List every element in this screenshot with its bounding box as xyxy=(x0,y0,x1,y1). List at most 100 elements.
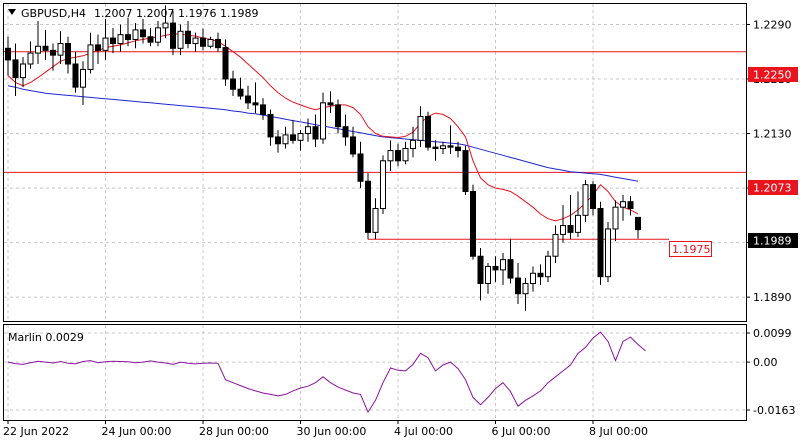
candle[interactable] xyxy=(477,248,484,301)
candle[interactable] xyxy=(192,32,199,52)
candle[interactable] xyxy=(522,278,529,311)
candle[interactable] xyxy=(515,263,521,304)
candle[interactable] xyxy=(627,196,634,216)
candle[interactable] xyxy=(335,99,341,134)
candle-body-bear xyxy=(447,145,454,148)
candlesticks[interactable] xyxy=(5,5,641,311)
candle[interactable] xyxy=(582,179,589,223)
candle[interactable] xyxy=(252,82,259,114)
candle[interactable] xyxy=(357,141,364,189)
candle[interactable] xyxy=(95,34,101,64)
candle[interactable] xyxy=(65,36,71,74)
candle[interactable] xyxy=(365,173,371,240)
candle[interactable] xyxy=(462,145,469,195)
candle[interactable] xyxy=(312,114,319,148)
candle[interactable] xyxy=(605,222,611,283)
candle[interactable] xyxy=(125,17,131,47)
candle[interactable] xyxy=(395,143,401,167)
candle[interactable] xyxy=(162,5,169,39)
candle[interactable] xyxy=(590,181,596,216)
candle[interactable] xyxy=(50,43,56,71)
candle[interactable] xyxy=(110,27,116,54)
candle[interactable] xyxy=(387,140,394,172)
candle[interactable] xyxy=(507,239,514,284)
candle-body-bear xyxy=(357,153,364,182)
candle[interactable] xyxy=(12,43,19,97)
candle[interactable] xyxy=(222,39,229,86)
candle[interactable] xyxy=(5,36,11,76)
candle[interactable] xyxy=(620,194,626,221)
candle[interactable] xyxy=(170,10,176,56)
level-badge-2250-text: 1.2250 xyxy=(753,69,792,82)
candle[interactable] xyxy=(635,216,641,239)
candle[interactable] xyxy=(470,184,476,260)
candle[interactable] xyxy=(177,24,184,56)
candle[interactable] xyxy=(80,61,86,105)
candle[interactable] xyxy=(27,41,34,69)
candle[interactable] xyxy=(102,18,109,60)
candle[interactable] xyxy=(185,21,191,49)
candle[interactable] xyxy=(207,36,214,49)
candle[interactable] xyxy=(72,51,79,93)
candle[interactable] xyxy=(20,57,26,88)
candle[interactable] xyxy=(87,32,94,74)
candle[interactable] xyxy=(327,91,334,114)
candle[interactable] xyxy=(320,92,326,144)
candle[interactable] xyxy=(455,141,461,158)
candle[interactable] xyxy=(350,126,356,158)
candle[interactable] xyxy=(267,109,274,146)
candle[interactable] xyxy=(35,21,41,64)
candle[interactable] xyxy=(230,70,236,97)
time-tick-label: 4 Jul 00:00 xyxy=(394,425,453,438)
candle[interactable] xyxy=(305,118,311,142)
price-tick-label: 1.2290 xyxy=(753,18,792,31)
candle[interactable] xyxy=(552,225,559,264)
candle[interactable] xyxy=(597,201,604,285)
candle[interactable] xyxy=(155,21,161,47)
candle[interactable] xyxy=(147,27,154,47)
candle[interactable] xyxy=(417,106,424,148)
candle[interactable] xyxy=(260,98,266,120)
level-label-1975[interactable]: 1.1975 xyxy=(669,241,712,257)
candle[interactable] xyxy=(432,140,439,161)
candle[interactable] xyxy=(440,141,446,154)
candle[interactable] xyxy=(132,23,139,49)
candle[interactable] xyxy=(297,130,304,151)
candle[interactable] xyxy=(575,191,581,238)
symbol-dropdown-icon[interactable] xyxy=(8,9,16,15)
candle[interactable] xyxy=(380,155,386,214)
candle[interactable] xyxy=(42,29,49,60)
candle[interactable] xyxy=(410,126,416,158)
candle[interactable] xyxy=(447,125,454,154)
candle[interactable] xyxy=(530,266,536,292)
candle-body-bear xyxy=(5,47,11,61)
candle-body-bull xyxy=(500,259,506,271)
candle-body-bear xyxy=(507,259,514,279)
candle[interactable] xyxy=(545,250,551,283)
candle[interactable] xyxy=(485,263,491,294)
candle[interactable] xyxy=(560,205,566,243)
candle[interactable] xyxy=(425,111,431,151)
candle[interactable] xyxy=(372,198,379,240)
indicator-panel-frame xyxy=(3,324,747,421)
candle[interactable] xyxy=(290,119,296,144)
candle[interactable] xyxy=(537,264,544,285)
candle[interactable] xyxy=(245,85,251,109)
candle[interactable] xyxy=(200,28,206,51)
candle[interactable] xyxy=(567,194,574,240)
candle-body-bull xyxy=(552,233,559,257)
candle[interactable] xyxy=(117,24,124,52)
candle[interactable] xyxy=(237,77,244,100)
candle[interactable] xyxy=(57,31,64,64)
candle-body-bull xyxy=(155,27,161,43)
candle[interactable] xyxy=(500,252,506,285)
candle[interactable] xyxy=(612,200,619,242)
candle[interactable] xyxy=(492,256,499,283)
candle[interactable] xyxy=(275,130,281,153)
candle[interactable] xyxy=(215,32,221,52)
candle[interactable] xyxy=(282,126,289,149)
candle[interactable] xyxy=(140,18,146,44)
candle[interactable] xyxy=(402,141,409,165)
candle[interactable] xyxy=(342,114,349,146)
